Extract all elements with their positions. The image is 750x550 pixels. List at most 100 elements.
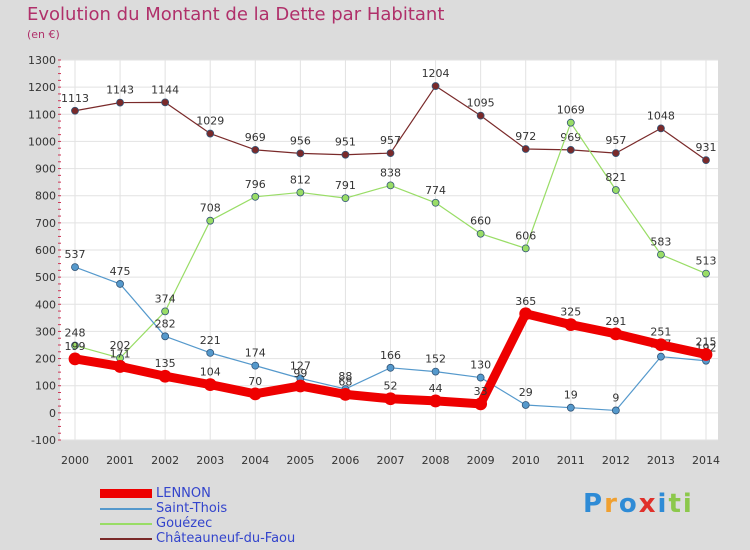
data-label: 972 xyxy=(515,130,536,143)
x-tick-label: 2002 xyxy=(151,454,179,467)
legend-label: Gouézec xyxy=(156,516,213,531)
x-tick-label: 2008 xyxy=(422,454,450,467)
data-label: 660 xyxy=(470,215,491,228)
data-label: 1143 xyxy=(106,84,134,97)
data-label: 1113 xyxy=(61,92,89,105)
data-label: 88 xyxy=(338,370,352,383)
data-point xyxy=(206,129,215,138)
data-point xyxy=(521,145,530,153)
legend-label: Saint-Thois xyxy=(156,501,228,516)
x-tick-label: 2003 xyxy=(196,454,224,467)
x-tick-label: 2014 xyxy=(692,454,720,467)
y-tick-label: 100 xyxy=(35,380,56,393)
data-label: 221 xyxy=(200,334,221,347)
data-label: 68 xyxy=(338,375,352,388)
data-label: 29 xyxy=(519,386,533,399)
data-label: 99 xyxy=(293,367,307,380)
data-label: 969 xyxy=(245,131,266,144)
data-label: 171 xyxy=(110,347,131,360)
data-label: 606 xyxy=(515,229,536,242)
data-point xyxy=(293,379,307,393)
data-point xyxy=(203,378,217,392)
data-point xyxy=(609,327,623,341)
x-tick-label: 2006 xyxy=(331,454,359,467)
data-label: 325 xyxy=(560,306,581,319)
data-label: 166 xyxy=(380,349,401,362)
data-point xyxy=(566,403,575,412)
data-label: 127 xyxy=(290,359,311,372)
data-label: 951 xyxy=(335,136,356,149)
data-point xyxy=(116,280,124,288)
y-tick-label: 1100 xyxy=(28,108,56,121)
data-label: 291 xyxy=(605,315,626,328)
data-label: 821 xyxy=(605,171,626,184)
data-label: 969 xyxy=(560,131,581,144)
data-point xyxy=(113,360,127,373)
x-tick-label: 2004 xyxy=(241,454,269,467)
data-point xyxy=(71,106,79,115)
y-tick-label: 1000 xyxy=(28,135,56,148)
data-point xyxy=(476,111,485,120)
x-tick-label: 2000 xyxy=(61,454,89,467)
data-point xyxy=(161,332,170,341)
data-point xyxy=(521,244,530,253)
y-tick-label: -100 xyxy=(31,434,56,447)
data-label: 957 xyxy=(605,134,626,147)
logo-letter: r xyxy=(604,489,619,519)
data-label: 365 xyxy=(515,295,536,308)
data-label: 537 xyxy=(65,248,86,261)
data-point xyxy=(702,269,710,278)
data-point xyxy=(296,149,305,158)
data-point xyxy=(341,150,350,159)
data-label: 70 xyxy=(248,375,262,388)
logo-letter: x xyxy=(638,489,658,519)
data-point xyxy=(206,348,215,357)
data-point xyxy=(657,250,665,259)
y-tick-label: 0 xyxy=(49,407,56,420)
data-point xyxy=(476,229,485,238)
logo-letter: i xyxy=(682,489,694,519)
data-label: 248 xyxy=(65,327,86,340)
legend-swatch xyxy=(100,489,152,498)
data-label: 513 xyxy=(696,255,717,268)
x-tick-label: 2012 xyxy=(602,454,630,467)
logo-letter: P xyxy=(583,489,605,519)
data-point xyxy=(657,124,665,133)
data-label: 215 xyxy=(696,336,717,349)
data-label: 475 xyxy=(110,265,131,278)
data-point xyxy=(474,397,488,411)
x-tick-label: 2005 xyxy=(286,454,314,467)
chart-unit: (en €) xyxy=(27,28,60,41)
data-point xyxy=(654,338,668,352)
data-label: 708 xyxy=(200,202,221,215)
data-label: 1095 xyxy=(467,97,495,110)
data-label: 1048 xyxy=(647,109,675,122)
x-tick-label: 2011 xyxy=(557,454,585,467)
legend-label: Châteauneuf-du-Faou xyxy=(156,531,296,546)
data-label: 52 xyxy=(384,380,398,393)
data-label: 838 xyxy=(380,166,401,179)
x-tick-label: 2007 xyxy=(377,454,405,467)
y-tick-label: 400 xyxy=(35,298,56,311)
y-tick-label: 300 xyxy=(35,325,56,338)
data-point xyxy=(611,186,620,194)
data-point xyxy=(206,216,215,225)
data-point xyxy=(657,352,665,361)
x-tick-label: 2001 xyxy=(106,454,134,467)
logo-letter: o xyxy=(618,489,639,519)
data-point xyxy=(251,192,260,201)
y-tick-label: 900 xyxy=(35,163,56,176)
legend-swatch xyxy=(100,523,152,525)
data-point xyxy=(386,363,395,372)
data-point xyxy=(564,318,578,332)
y-tick-label: 500 xyxy=(35,271,56,284)
data-label: 796 xyxy=(245,178,266,191)
data-label: 1069 xyxy=(557,104,585,117)
data-point xyxy=(611,149,620,158)
data-point xyxy=(341,194,350,203)
data-point xyxy=(161,307,170,316)
data-label: 791 xyxy=(335,179,356,192)
data-label: 152 xyxy=(425,353,446,366)
x-tick-label: 2013 xyxy=(647,454,675,467)
